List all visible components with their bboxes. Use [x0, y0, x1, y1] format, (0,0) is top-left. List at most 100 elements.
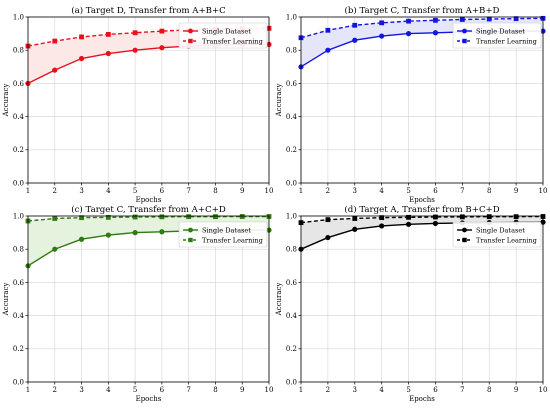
legend-marker-square	[462, 237, 467, 243]
chart-title: (a) Target D, Transfer from A+B+C	[71, 5, 226, 16]
series-line-2	[27, 215, 269, 222]
data-point-square	[433, 214, 438, 220]
x-tick-label: 8	[487, 187, 491, 195]
y-axis-label: Accuracy	[2, 84, 10, 118]
data-point-square	[239, 214, 245, 219]
legend-marker-square	[188, 38, 193, 44]
data-point-square	[159, 214, 165, 220]
data-point-square	[459, 17, 465, 22]
x-tick-label: 7	[186, 187, 190, 195]
gap-shading	[301, 216, 543, 250]
y-tick-label: 0.2	[286, 146, 297, 154]
data-point-circle	[105, 50, 111, 57]
data-point-circle	[52, 67, 58, 73]
data-point-square	[159, 28, 165, 34]
y-tick-label: 1.0	[13, 212, 24, 220]
data-point-square	[105, 32, 111, 37]
data-point-circle	[405, 30, 412, 37]
legend: Single Dataset Transfer Learning	[178, 22, 268, 49]
x-tick-label: 4	[106, 386, 111, 394]
plot-frame	[27, 215, 270, 383]
data-point-circle	[352, 226, 358, 232]
y-tick-label: 0.8	[13, 47, 24, 55]
x-tick-label: 10	[539, 386, 548, 394]
plot-frame	[27, 16, 270, 184]
legend-box	[452, 221, 542, 248]
data-point-square	[459, 214, 465, 220]
y-tick-label: 0.8	[286, 47, 297, 55]
data-point-square	[52, 38, 58, 44]
y-tick-label: 0.4	[286, 113, 298, 121]
data-point-circle	[105, 232, 111, 238]
plot-frame	[300, 215, 544, 383]
y-axis-label: Accuracy	[2, 283, 10, 317]
x-tick-label: 1	[26, 386, 30, 394]
data-point-square	[213, 214, 218, 220]
data-point-square	[105, 214, 111, 220]
y-tick-label: 0.8	[13, 246, 24, 254]
legend-marker-square	[188, 237, 193, 243]
data-point-square	[186, 214, 192, 220]
x-tick-label: 10	[265, 187, 274, 195]
x-axis-label: Epochs	[409, 196, 435, 204]
data-point-circle	[325, 234, 331, 241]
legend-label-2: Transfer Learning	[202, 37, 264, 45]
y-tick-label: 0.2	[13, 146, 24, 154]
chart-panel-4: 1 2 3 4 5 6 7 8 9 10 0.0 0.2 0.4 0.6 0.8 1.0 Epochs Accur…	[275, 204, 547, 403]
legend-label-1: Single Dataset	[202, 27, 251, 35]
data-point-square	[513, 214, 519, 220]
x-tick-label: 9	[514, 187, 518, 195]
data-point-square	[352, 216, 358, 221]
x-tick-label: 6	[433, 386, 438, 394]
legend-box	[178, 22, 268, 49]
x-tick-label: 2	[326, 187, 330, 195]
data-point-circle	[132, 47, 138, 53]
y-axis-label: Accuracy	[275, 84, 283, 118]
series-line-2	[300, 215, 544, 224]
y-tick-label: 0.6	[286, 279, 298, 287]
legend: Single Dataset Transfer Learning	[178, 221, 268, 248]
data-point-square	[132, 214, 138, 220]
y-tick-label: 0.2	[13, 345, 24, 353]
chart-title: (b) Target C, Transfer from A+B+D	[345, 5, 500, 16]
data-point-square	[513, 16, 519, 22]
series-line-2	[300, 17, 544, 39]
chart-title: (d) Target A, Transfer from B+C+D	[344, 204, 499, 215]
x-tick-label: 5	[133, 187, 137, 195]
x-axis-label: Epochs	[409, 395, 435, 403]
y-tick-label: 0.2	[286, 345, 297, 353]
legend-label-2: Transfer Learning	[476, 37, 538, 45]
x-tick-label: 3	[79, 386, 83, 394]
data-point-square	[132, 30, 138, 36]
data-point-square	[486, 214, 492, 220]
x-tick-label: 3	[353, 187, 357, 195]
legend-box	[178, 221, 268, 248]
chart-title: (c) Target C, Transfer from A+C+D	[71, 204, 226, 215]
data-point-circle	[159, 45, 165, 51]
x-tick-label: 10	[539, 187, 548, 195]
x-tick-label: 2	[53, 187, 57, 195]
legend-label-1: Single Dataset	[476, 27, 525, 35]
data-point-square	[406, 18, 411, 24]
x-axis-label: Epochs	[136, 395, 162, 403]
legend-marker-square	[462, 38, 467, 44]
data-point-circle	[432, 30, 439, 36]
y-tick-label: 1.0	[286, 13, 297, 21]
y-tick-label: 0.4	[13, 113, 25, 121]
legend: Single Dataset Transfer Learning	[452, 22, 542, 49]
data-point-square	[79, 34, 84, 40]
x-tick-label: 5	[406, 386, 410, 394]
x-tick-label: 7	[186, 386, 190, 394]
x-tick-label: 4	[379, 386, 384, 394]
legend-label-2: Transfer Learning	[202, 236, 264, 244]
legend-box	[452, 22, 542, 49]
data-point-square	[352, 22, 358, 28]
x-tick-label: 1	[299, 386, 303, 394]
legend-label-2: Transfer Learning	[476, 236, 538, 244]
y-tick-label: 0.4	[286, 312, 298, 320]
x-tick-label: 8	[487, 386, 491, 394]
data-point-circle	[432, 220, 439, 227]
data-point-square	[325, 217, 331, 223]
data-point-circle	[159, 229, 165, 235]
